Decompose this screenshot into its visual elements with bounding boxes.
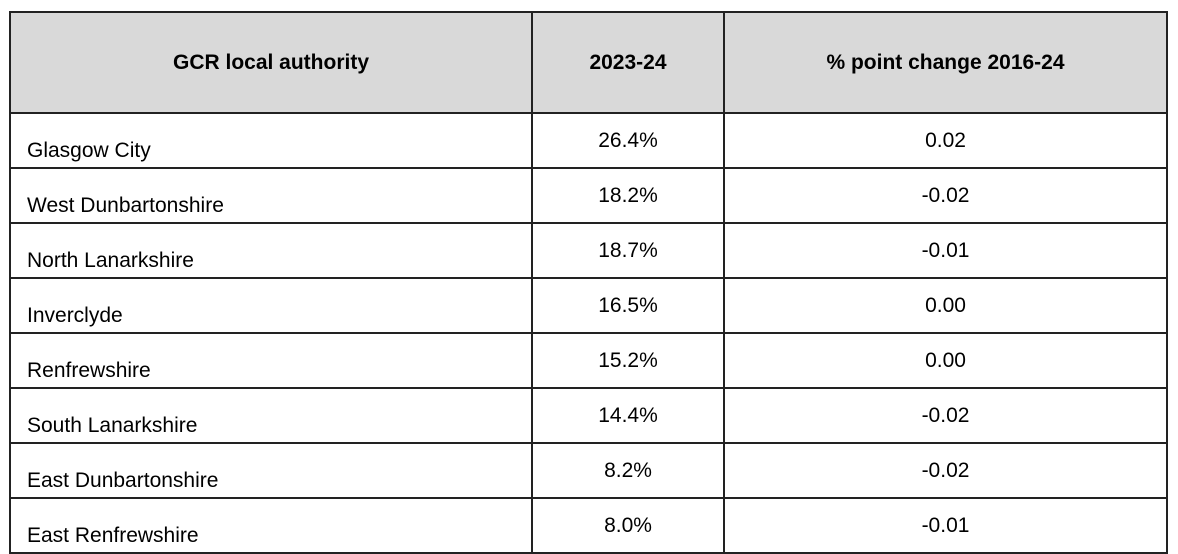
header-row: GCR local authority 2023-24 % point chan… xyxy=(9,11,1168,114)
cell-2023-24: 26.4% xyxy=(531,112,725,169)
cell-2023-24: 18.7% xyxy=(531,222,725,279)
cell-local-authority: East Renfrewshire xyxy=(9,497,533,554)
cell-2023-24: 8.0% xyxy=(531,497,725,554)
gcr-authority-table: GCR local authority 2023-24 % point chan… xyxy=(9,11,1168,554)
cell-2023-24: 15.2% xyxy=(531,332,725,389)
cell-2023-24: 8.2% xyxy=(531,442,725,499)
cell-point-change: -0.01 xyxy=(723,497,1168,554)
cell-local-authority: East Dunbartonshire xyxy=(9,442,533,499)
table-row: West Dunbartonshire 18.2% -0.02 xyxy=(9,167,1168,224)
cell-point-change: -0.02 xyxy=(723,387,1168,444)
cell-2023-24: 14.4% xyxy=(531,387,725,444)
cell-local-authority: Renfrewshire xyxy=(9,332,533,389)
cell-2023-24: 16.5% xyxy=(531,277,725,334)
cell-local-authority: South Lanarkshire xyxy=(9,387,533,444)
cell-local-authority: Inverclyde xyxy=(9,277,533,334)
cell-point-change: 0.00 xyxy=(723,332,1168,389)
cell-point-change: -0.01 xyxy=(723,222,1168,279)
cell-2023-24: 18.2% xyxy=(531,167,725,224)
cell-point-change: -0.02 xyxy=(723,442,1168,499)
table-row: North Lanarkshire 18.7% -0.01 xyxy=(9,222,1168,279)
table-row: East Dunbartonshire 8.2% -0.02 xyxy=(9,442,1168,499)
table-row: Inverclyde 16.5% 0.00 xyxy=(9,277,1168,334)
cell-local-authority: Glasgow City xyxy=(9,112,533,169)
header-2023-24: 2023-24 xyxy=(531,11,725,114)
cell-point-change: 0.00 xyxy=(723,277,1168,334)
table-row: Renfrewshire 15.2% 0.00 xyxy=(9,332,1168,389)
cell-point-change: 0.02 xyxy=(723,112,1168,169)
table-row: Glasgow City 26.4% 0.02 xyxy=(9,112,1168,169)
cell-local-authority: North Lanarkshire xyxy=(9,222,533,279)
header-local-authority: GCR local authority xyxy=(9,11,533,114)
table-row: East Renfrewshire 8.0% -0.01 xyxy=(9,497,1168,554)
cell-local-authority: West Dunbartonshire xyxy=(9,167,533,224)
cell-point-change: -0.02 xyxy=(723,167,1168,224)
header-point-change: % point change 2016-24 xyxy=(723,11,1168,114)
table-row: South Lanarkshire 14.4% -0.02 xyxy=(9,387,1168,444)
